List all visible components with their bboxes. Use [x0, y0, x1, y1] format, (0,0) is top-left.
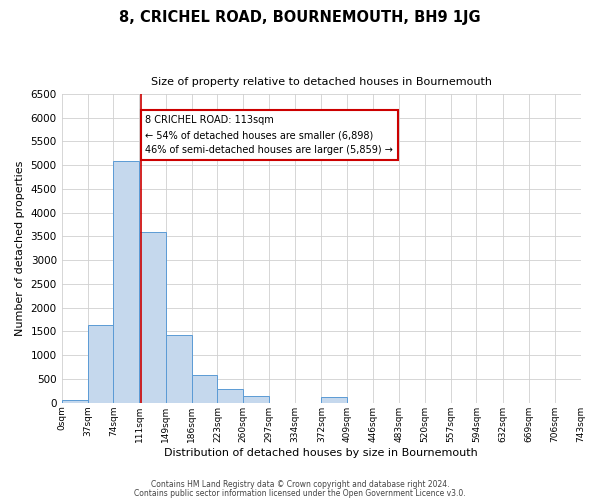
Bar [243, 396, 269, 403]
Bar [191, 374, 217, 403]
Text: 8, CRICHEL ROAD, BOURNEMOUTH, BH9 1JG: 8, CRICHEL ROAD, BOURNEMOUTH, BH9 1JG [119, 10, 481, 25]
Text: 8 CRICHEL ROAD: 113sqm
← 54% of detached houses are smaller (6,898)
46% of semi-: 8 CRICHEL ROAD: 113sqm ← 54% of detached… [145, 115, 394, 155]
Title: Size of property relative to detached houses in Bournemouth: Size of property relative to detached ho… [151, 78, 491, 88]
Bar [166, 335, 191, 403]
Text: Contains HM Land Registry data © Crown copyright and database right 2024.: Contains HM Land Registry data © Crown c… [151, 480, 449, 489]
Bar [62, 400, 88, 403]
Bar [217, 388, 243, 403]
Text: Contains public sector information licensed under the Open Government Licence v3: Contains public sector information licen… [134, 488, 466, 498]
Bar [88, 325, 113, 403]
Y-axis label: Number of detached properties: Number of detached properties [15, 160, 25, 336]
X-axis label: Distribution of detached houses by size in Bournemouth: Distribution of detached houses by size … [164, 448, 478, 458]
Bar [113, 162, 139, 403]
Bar [322, 396, 347, 403]
Bar [139, 232, 166, 403]
